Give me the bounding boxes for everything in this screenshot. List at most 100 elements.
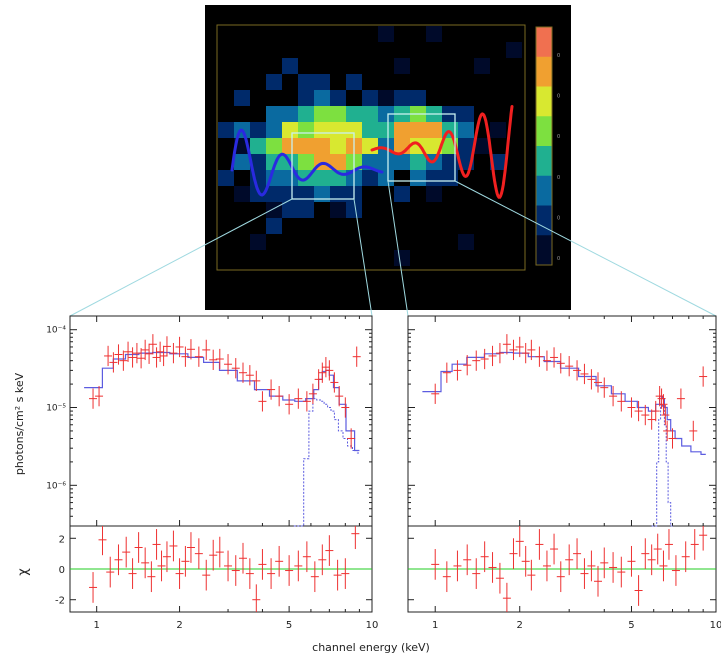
residual-point — [224, 550, 233, 582]
connector-right-outer — [454, 180, 717, 317]
data-point — [181, 346, 190, 367]
data-point — [341, 397, 350, 418]
spectrum-frame — [69, 315, 373, 527]
sky-image-panel: 0 0 0 0 0 0 — [205, 5, 571, 310]
data-point — [258, 391, 267, 412]
image-pixel — [298, 74, 314, 90]
residual-point — [267, 558, 276, 589]
data-point — [647, 409, 656, 430]
residual-point — [699, 526, 708, 551]
image-pixel — [362, 122, 378, 138]
image-pixel — [378, 26, 394, 42]
image-pixel — [410, 154, 426, 170]
image-pixel — [234, 186, 250, 202]
residual-point — [147, 561, 156, 593]
image-frame — [216, 24, 526, 271]
image-pixel — [314, 74, 330, 90]
image-pixel — [266, 218, 282, 234]
data-point — [550, 347, 559, 368]
colorbar: 0 0 0 0 0 0 — [535, 26, 560, 266]
colorbar-segment — [536, 27, 552, 58]
residual-point — [152, 529, 161, 560]
data-point — [515, 336, 524, 358]
data-point — [502, 334, 511, 355]
colorbar-segment — [536, 235, 552, 266]
data-point — [89, 388, 98, 409]
residual-point — [162, 541, 171, 573]
image-pixel — [474, 138, 490, 154]
image-pixel — [474, 58, 490, 74]
residual-point — [653, 533, 662, 565]
residual-point — [181, 545, 190, 577]
residual-point — [89, 572, 98, 603]
image-pixel — [298, 138, 314, 154]
x-axis-label: channel energy (keV) — [312, 641, 430, 654]
residual-point — [521, 545, 530, 577]
residual-point — [215, 536, 224, 568]
colorbar-tick-label: 0 — [557, 175, 560, 181]
residual-point — [194, 538, 203, 569]
image-pixel — [330, 154, 346, 170]
colorbar-segment — [536, 86, 552, 117]
image-pixel — [426, 138, 442, 154]
data-point — [132, 342, 141, 364]
residual-point — [690, 529, 699, 560]
residual-point — [333, 559, 342, 591]
residual-point — [527, 559, 536, 591]
colorbar-tick-label: 0 — [557, 134, 560, 140]
residual-point — [106, 556, 115, 588]
data-point — [641, 404, 650, 426]
image-pixel — [314, 170, 330, 186]
residual-point — [128, 558, 137, 589]
image-pixel — [218, 122, 234, 138]
residual-y-tick-label: -2 — [55, 596, 65, 607]
image-pixel — [250, 138, 266, 154]
region-box-right — [387, 113, 456, 182]
image-pixel — [314, 90, 330, 106]
colorbar-tick-label: 0 — [557, 53, 560, 59]
residual-point — [565, 544, 574, 576]
data-point — [668, 428, 677, 449]
colorbar-tick-label: 0 — [557, 94, 560, 100]
data-point — [145, 343, 154, 364]
image-pixel — [298, 154, 314, 170]
image-pixel — [218, 170, 234, 186]
image-pixel — [378, 90, 394, 106]
image-pixel — [314, 106, 330, 122]
data-point — [600, 377, 609, 398]
data-point — [95, 385, 104, 407]
data-point — [156, 341, 165, 362]
image-pixel — [346, 106, 362, 122]
data-point — [215, 348, 224, 370]
residual-point — [302, 541, 311, 573]
image-pixel — [282, 122, 298, 138]
residual-point — [453, 550, 462, 582]
image-pixel — [282, 58, 298, 74]
component-model-line — [293, 398, 360, 527]
residual-point — [542, 550, 551, 582]
data-point — [661, 404, 670, 426]
data-point — [294, 388, 303, 409]
image-pixel — [426, 122, 442, 138]
connector-lines — [69, 180, 717, 317]
data-point — [325, 360, 334, 381]
data-point — [175, 336, 184, 358]
image-pixel — [346, 74, 362, 90]
colorbar-segment — [536, 175, 552, 206]
spectrum-panel-left: 1 2 5 10 10⁻⁶ 10⁻⁵ 10⁻⁴ -2 0 2 — [46, 315, 378, 631]
image-pixel — [426, 186, 442, 202]
residual-point — [258, 549, 267, 580]
data-point — [352, 346, 361, 367]
data-point — [335, 385, 344, 407]
data-point — [137, 348, 146, 369]
residual-y-tick-label: 0 — [59, 565, 65, 576]
data-point — [148, 334, 157, 355]
residual-point — [122, 536, 131, 568]
residual-point — [114, 544, 123, 576]
image-pixel — [362, 106, 378, 122]
data-point — [509, 339, 518, 361]
data-point — [169, 342, 178, 364]
image-pixel — [490, 122, 506, 138]
data-point — [308, 383, 317, 404]
image-pixel — [298, 122, 314, 138]
